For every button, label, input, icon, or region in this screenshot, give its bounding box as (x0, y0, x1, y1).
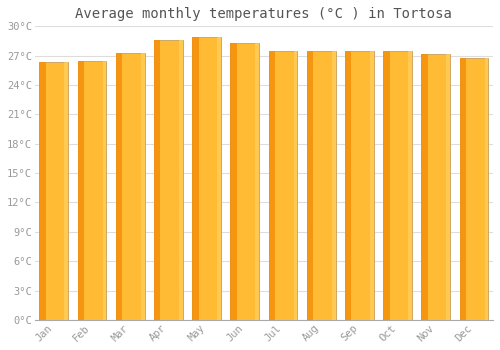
Bar (294, 51, 298, 320)
Bar (192, 37, 221, 320)
Bar (422, 54, 428, 320)
Bar (154, 40, 160, 320)
Bar (422, 54, 450, 320)
Bar (116, 53, 122, 320)
Bar (230, 43, 237, 320)
Bar (307, 51, 313, 320)
Bar (141, 53, 144, 320)
Bar (217, 37, 221, 320)
Bar (460, 58, 488, 320)
Bar (179, 40, 182, 320)
Bar (154, 40, 182, 320)
Bar (345, 51, 374, 320)
Bar (116, 53, 144, 320)
Bar (383, 51, 390, 320)
Bar (40, 63, 68, 320)
Bar (268, 51, 275, 320)
Bar (230, 43, 259, 320)
Bar (192, 37, 198, 320)
Bar (332, 51, 336, 320)
Bar (460, 58, 466, 320)
Title: Average monthly temperatures (°C ) in Tortosa: Average monthly temperatures (°C ) in To… (76, 7, 452, 21)
Bar (370, 51, 374, 320)
Bar (256, 43, 259, 320)
Bar (383, 51, 412, 320)
Bar (64, 63, 68, 320)
Bar (78, 61, 84, 320)
Bar (446, 54, 450, 320)
Bar (102, 61, 106, 320)
Bar (408, 51, 412, 320)
Bar (307, 51, 336, 320)
Bar (484, 58, 488, 320)
Bar (345, 51, 352, 320)
Bar (40, 63, 46, 320)
Bar (268, 51, 298, 320)
Bar (78, 61, 106, 320)
